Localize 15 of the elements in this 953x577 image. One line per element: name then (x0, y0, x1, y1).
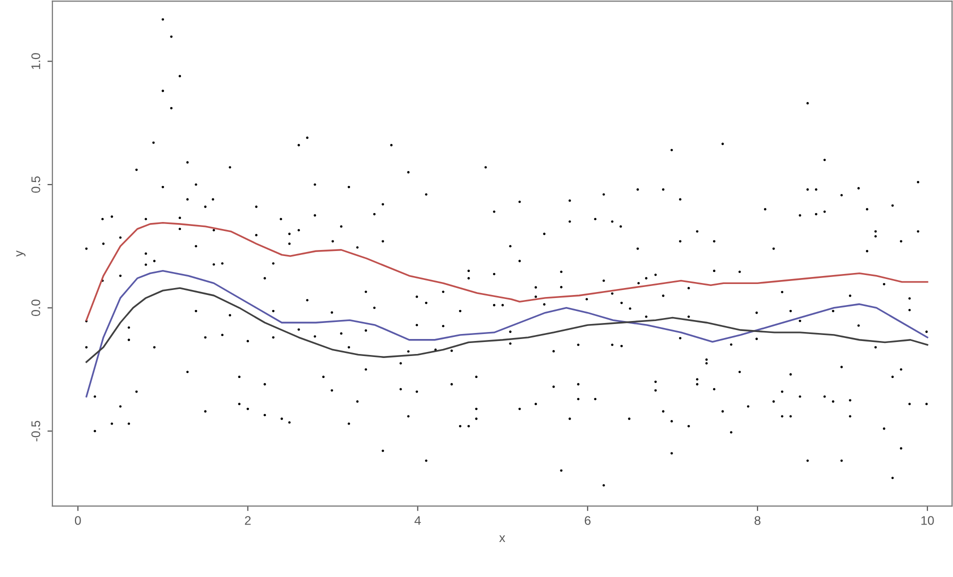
y-tick-label: 0.5 (31, 176, 40, 193)
x-axis-title: x (499, 535, 506, 542)
y-tick-label: 1.0 (31, 53, 40, 70)
line-series (86, 287, 928, 363)
x-tick-label: 8 (754, 516, 760, 525)
y-tick-label: 0.0 (31, 300, 40, 316)
x-tick-label: 2 (244, 516, 251, 525)
y-tick-label: -0.5 (31, 420, 40, 442)
line-series (86, 270, 928, 398)
x-tick-label: 6 (584, 516, 591, 525)
x-tick-label: 0 (74, 516, 81, 525)
x-tick-label: 10 (921, 516, 934, 525)
y-axis-title: y (16, 250, 26, 257)
x-tick-label: 4 (414, 516, 421, 525)
line-series (86, 222, 928, 321)
